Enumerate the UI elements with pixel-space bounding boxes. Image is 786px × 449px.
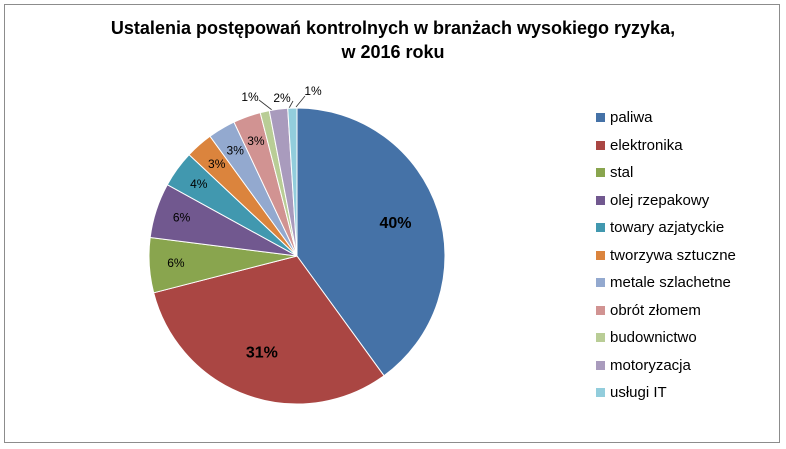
legend-label: usługi IT: [610, 384, 667, 402]
legend-item: tworzywa sztuczne: [596, 242, 736, 270]
legend-label: obrót złomem: [610, 301, 701, 319]
legend-item: usługi IT: [596, 379, 736, 407]
chart-title: Ustalenia postępowań kontrolnych w branż…: [0, 16, 786, 64]
legend-swatch: [596, 333, 605, 343]
legend-label: paliwa: [610, 109, 653, 127]
data-label: 1%: [304, 84, 322, 98]
label-leader-line: [258, 99, 273, 111]
pie-slice: [153, 255, 385, 405]
legend-label: olej rzepakowy: [610, 191, 710, 209]
chart-legend: paliwa elektronika stal olej rzepakowy towar…: [596, 104, 736, 407]
legend-item: elektronika: [596, 132, 736, 160]
data-label: 6%: [173, 211, 191, 225]
legend-item: obrót złomem: [596, 297, 736, 325]
legend-item: metale szlachetne: [596, 269, 736, 297]
pie-slice: [287, 107, 298, 257]
data-label: 3%: [227, 144, 245, 158]
legend-swatch: [596, 140, 605, 150]
legend-swatch: [596, 223, 605, 233]
data-label: 1%: [241, 90, 259, 104]
data-label: 4%: [190, 177, 208, 191]
legend-item: paliwa: [596, 104, 736, 132]
legend-label: elektronika: [610, 136, 683, 154]
data-label: 3%: [208, 157, 226, 171]
data-label: 2%: [273, 91, 291, 105]
legend-item: motoryzacja: [596, 352, 736, 380]
legend-swatch: [596, 278, 605, 288]
legend-item: olej rzepakowy: [596, 187, 736, 215]
legend-label: motoryzacja: [610, 356, 691, 374]
data-label: 3%: [247, 134, 265, 148]
legend-swatch: [596, 168, 605, 178]
legend-item: stal: [596, 159, 736, 187]
legend-item: budownictwo: [596, 324, 736, 352]
legend-swatch: [596, 305, 605, 315]
pie-slice: [296, 107, 446, 377]
legend-label: towary azjatyckie: [610, 219, 725, 237]
legend-label: metale szlachetne: [610, 274, 731, 292]
legend-swatch: [596, 388, 605, 398]
legend-label: stal: [610, 164, 634, 182]
chart-title-line-1: Ustalenia postępowań kontrolnych w branż…: [110, 18, 676, 38]
data-label: 40%: [379, 215, 411, 232]
legend-swatch: [596, 360, 605, 370]
legend-item: towary azjatyckie: [596, 214, 736, 242]
legend-swatch: [596, 195, 605, 205]
legend-swatch: [596, 250, 605, 260]
legend-label: tworzywa sztuczne: [610, 246, 736, 264]
legend-swatch: [596, 113, 605, 123]
label-leader-line: [295, 95, 306, 108]
legend-label: budownictwo: [610, 329, 697, 347]
data-label: 6%: [167, 256, 185, 270]
chart-title-line-2: w 2016 roku: [341, 42, 445, 62]
data-label: 31%: [246, 345, 278, 362]
